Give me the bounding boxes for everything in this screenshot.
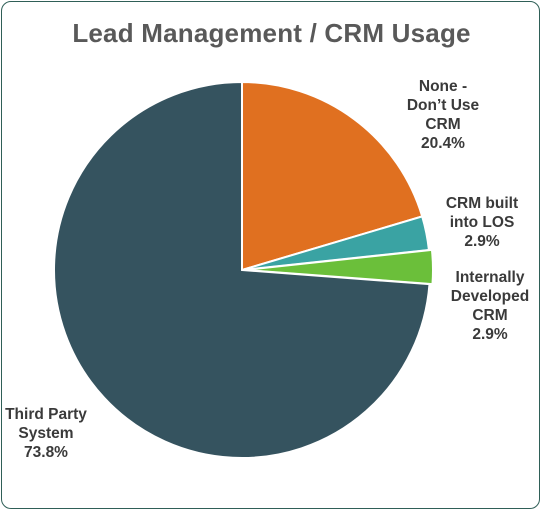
label-crm-built-into-los: CRM built into LOS 2.9% [432,194,532,251]
label-line: System [18,425,74,442]
label-line: Third Party [5,406,87,423]
label-value: 73.8% [24,444,68,461]
slice-third-party-system [53,80,431,459]
label-value: 2.9% [464,233,500,250]
pie-slices [53,80,434,459]
label-none-dont-use-crm: None - Don’t Use CRM 20.4% [398,77,488,153]
label-internally-developed-crm: Internally Developed CRM 2.9% [440,268,540,344]
label-line: CRM [425,116,461,133]
label-line: Developed [450,288,530,305]
label-value: 20.4% [421,135,465,152]
slice-internally-developed-crm [244,248,434,286]
label-third-party-system: Third Party System 73.8% [0,405,92,462]
label-line: CRM [472,307,508,324]
label-line: Internally [455,269,525,286]
slice-none-dont-use-crm [241,80,424,272]
label-line: CRM built [445,195,519,212]
label-line: into LOS [449,214,515,231]
chart-title: Lead Management / CRM Usage [72,18,471,48]
label-value: 2.9% [472,326,508,343]
label-line: None - [418,78,468,95]
label-line: Don’t Use [406,97,480,114]
